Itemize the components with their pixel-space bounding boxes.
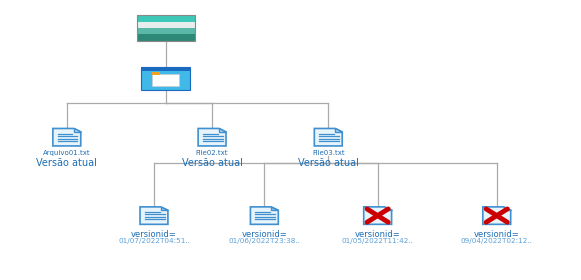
Bar	[137, 28, 195, 34]
Polygon shape	[385, 207, 392, 210]
Polygon shape	[53, 129, 81, 146]
Bar	[137, 15, 195, 22]
Polygon shape	[140, 207, 168, 224]
Polygon shape	[250, 207, 278, 224]
Text: 01/06/2022T23:38..: 01/06/2022T23:38..	[228, 238, 300, 244]
Bar	[137, 15, 195, 41]
Bar	[152, 74, 179, 86]
Polygon shape	[364, 207, 392, 224]
Polygon shape	[271, 207, 278, 210]
Polygon shape	[219, 129, 226, 132]
Text: Versão atual: Versão atual	[37, 158, 97, 168]
Bar	[141, 67, 190, 71]
Polygon shape	[335, 129, 342, 132]
Bar	[137, 22, 195, 28]
Polygon shape	[314, 129, 342, 146]
Text: 01/05/2022T11:42..: 01/05/2022T11:42..	[342, 238, 414, 244]
Text: versionid=: versionid=	[242, 230, 287, 239]
Text: versionid=: versionid=	[355, 230, 400, 239]
Text: 01/07/2022T04:51..: 01/07/2022T04:51..	[118, 238, 190, 244]
Text: Arquivo01.txt: Arquivo01.txt	[43, 150, 91, 156]
Text: 09/04/2022T02:12..: 09/04/2022T02:12..	[461, 238, 533, 244]
Text: Versão atual: Versão atual	[298, 158, 358, 168]
Polygon shape	[74, 129, 81, 132]
Text: Versão atual: Versão atual	[182, 158, 242, 168]
Text: versionid=: versionid=	[131, 230, 177, 239]
Polygon shape	[504, 207, 511, 210]
Bar	[141, 71, 190, 90]
Bar	[152, 72, 160, 75]
Bar	[137, 34, 195, 41]
Polygon shape	[198, 129, 226, 146]
Text: versionid=: versionid=	[474, 230, 519, 239]
Polygon shape	[161, 207, 168, 210]
Text: File03.txt: File03.txt	[312, 150, 345, 156]
Text: File02.txt: File02.txt	[196, 150, 228, 156]
Polygon shape	[483, 207, 511, 224]
Bar	[141, 67, 190, 90]
